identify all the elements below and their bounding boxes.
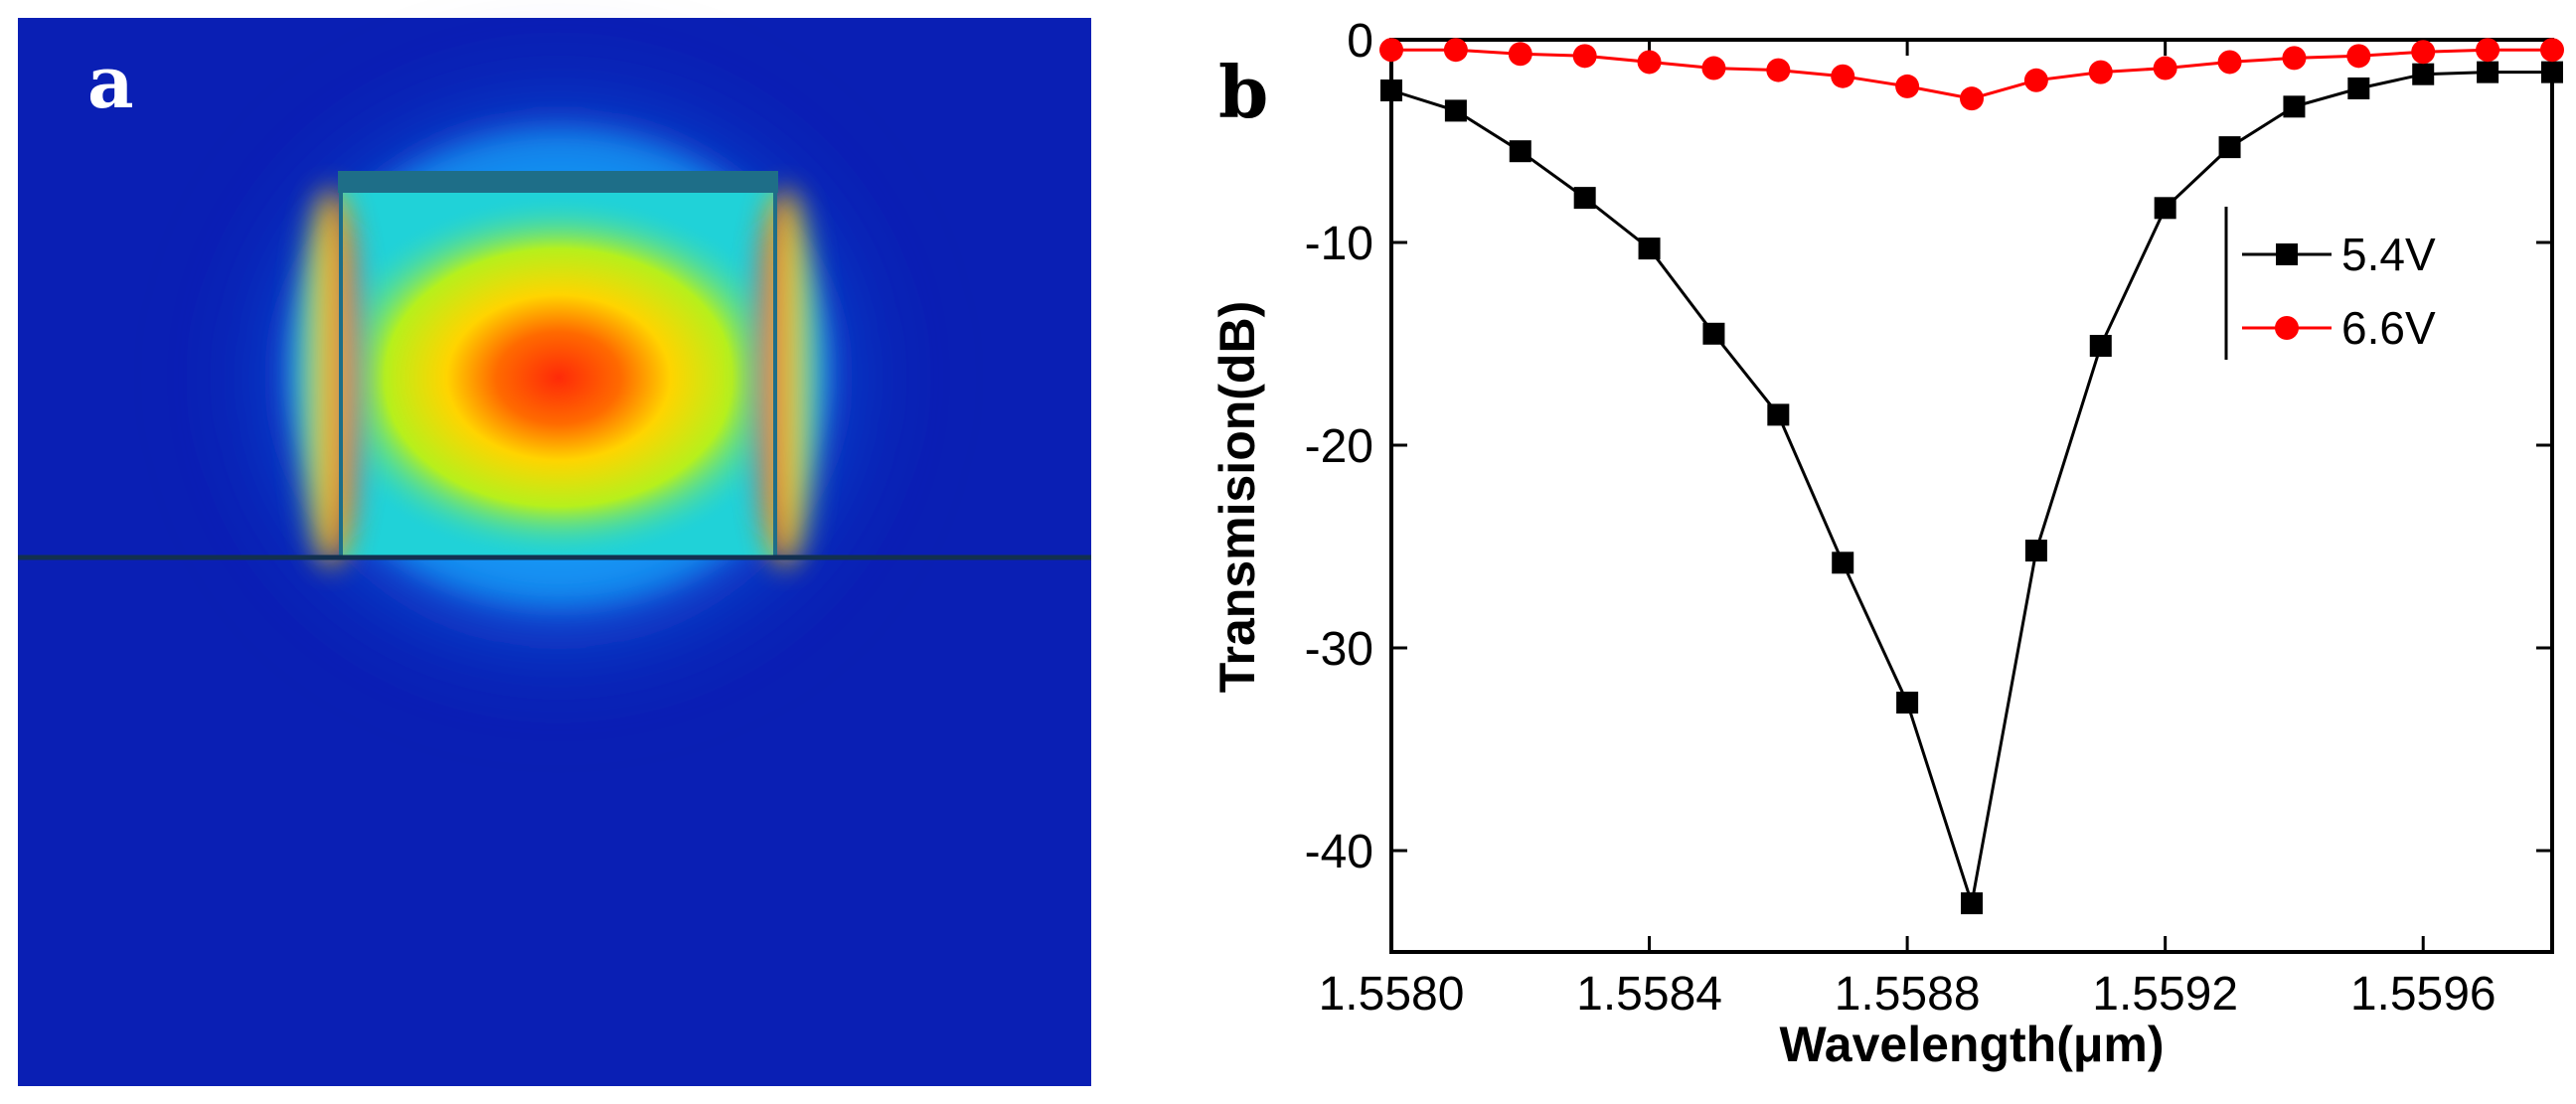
- legend-label: 6.6V: [2341, 302, 2436, 354]
- legend-entry: 6.6V: [2242, 302, 2436, 354]
- legend: 5.4V 6.6V: [2224, 207, 2436, 360]
- legend-marker: [2275, 316, 2299, 340]
- data-point: [2477, 61, 2499, 83]
- data-point: [1831, 64, 1855, 88]
- data-point: [1896, 692, 1919, 714]
- optical-mode: [341, 194, 775, 557]
- plot-frame: [1389, 38, 2554, 954]
- panel-a-label: a: [87, 40, 134, 124]
- panel-a-field-map: a: [18, 18, 1091, 1086]
- data-point: [2218, 136, 2241, 159]
- data-point: [1508, 42, 1532, 67]
- data-point: [2412, 63, 2435, 85]
- data-point: [2347, 77, 2370, 99]
- series-layer: [1379, 38, 2564, 915]
- waveguide-top-edge: [338, 171, 778, 193]
- data-point: [2153, 56, 2177, 80]
- data-point: [1767, 403, 1790, 426]
- data-point: [1509, 140, 1531, 163]
- data-point: [2024, 540, 2047, 562]
- x-tick-label: 1.5588: [1835, 968, 1981, 1021]
- data-point: [1444, 99, 1467, 122]
- data-point: [1766, 58, 1791, 82]
- data-point: [2023, 68, 2048, 92]
- x-axis-ticks: 1.5580 1.5584 1.5588 1.5592 1.5596: [1319, 40, 2496, 1021]
- series-5.4V: [1380, 61, 2563, 915]
- data-point: [1961, 892, 1983, 915]
- data-point: [2088, 60, 2113, 84]
- data-point: [2283, 95, 2306, 118]
- y-axis-ticks: 0 -10 -20 -30 -40: [1305, 15, 2552, 878]
- data-point: [1637, 50, 1662, 75]
- y-tick-label: -10: [1305, 218, 1373, 270]
- legend-label: 5.4V: [2341, 229, 2436, 280]
- right-sidewall-field: [753, 189, 817, 566]
- data-point: [2541, 61, 2563, 83]
- legend-marker: [2276, 243, 2298, 265]
- data-point: [1573, 187, 1596, 210]
- data-point: [2346, 44, 2371, 69]
- data-point: [1638, 237, 1661, 260]
- panel-b-label: b: [1218, 50, 1268, 134]
- data-point: [1702, 322, 1725, 345]
- data-point: [2540, 38, 2564, 63]
- x-tick-label: 1.5580: [1319, 968, 1465, 1021]
- data-point: [2154, 197, 2176, 220]
- data-point: [1832, 552, 1854, 574]
- data-point: [2476, 38, 2500, 63]
- data-point: [1380, 79, 1402, 101]
- series-line: [1390, 71, 2552, 904]
- data-point: [1572, 44, 1597, 69]
- y-tick-label: -20: [1305, 420, 1373, 473]
- x-tick-label: 1.5584: [1576, 968, 1722, 1021]
- y-tick-label: 0: [1347, 15, 1373, 68]
- y-tick-label: -30: [1305, 623, 1373, 676]
- panel-b-chart: b 1.5580 1.5584 1.5588 1.5592 1.5596 0 -10 -20…: [1209, 15, 2564, 1072]
- x-tick-label: 1.5592: [2092, 968, 2238, 1021]
- data-point: [2282, 46, 2307, 71]
- data-point: [2089, 335, 2112, 358]
- left-sidewall-field: [299, 189, 363, 566]
- series-6.6V: [1379, 38, 2564, 111]
- data-point: [1443, 38, 1468, 63]
- legend-entry: 5.4V: [2242, 229, 2436, 280]
- data-point: [2217, 50, 2242, 75]
- x-tick-label: 1.5596: [2350, 968, 2496, 1021]
- y-axis-title: Transmision(dB): [1209, 301, 1265, 693]
- data-point: [1895, 74, 1920, 98]
- data-point: [2411, 40, 2436, 65]
- data-point: [1960, 86, 1984, 111]
- data-point: [1379, 38, 1403, 63]
- data-point: [1701, 56, 1726, 80]
- y-tick-label: -40: [1305, 826, 1373, 878]
- x-axis-title: Wavelength(μm): [1779, 1017, 2164, 1072]
